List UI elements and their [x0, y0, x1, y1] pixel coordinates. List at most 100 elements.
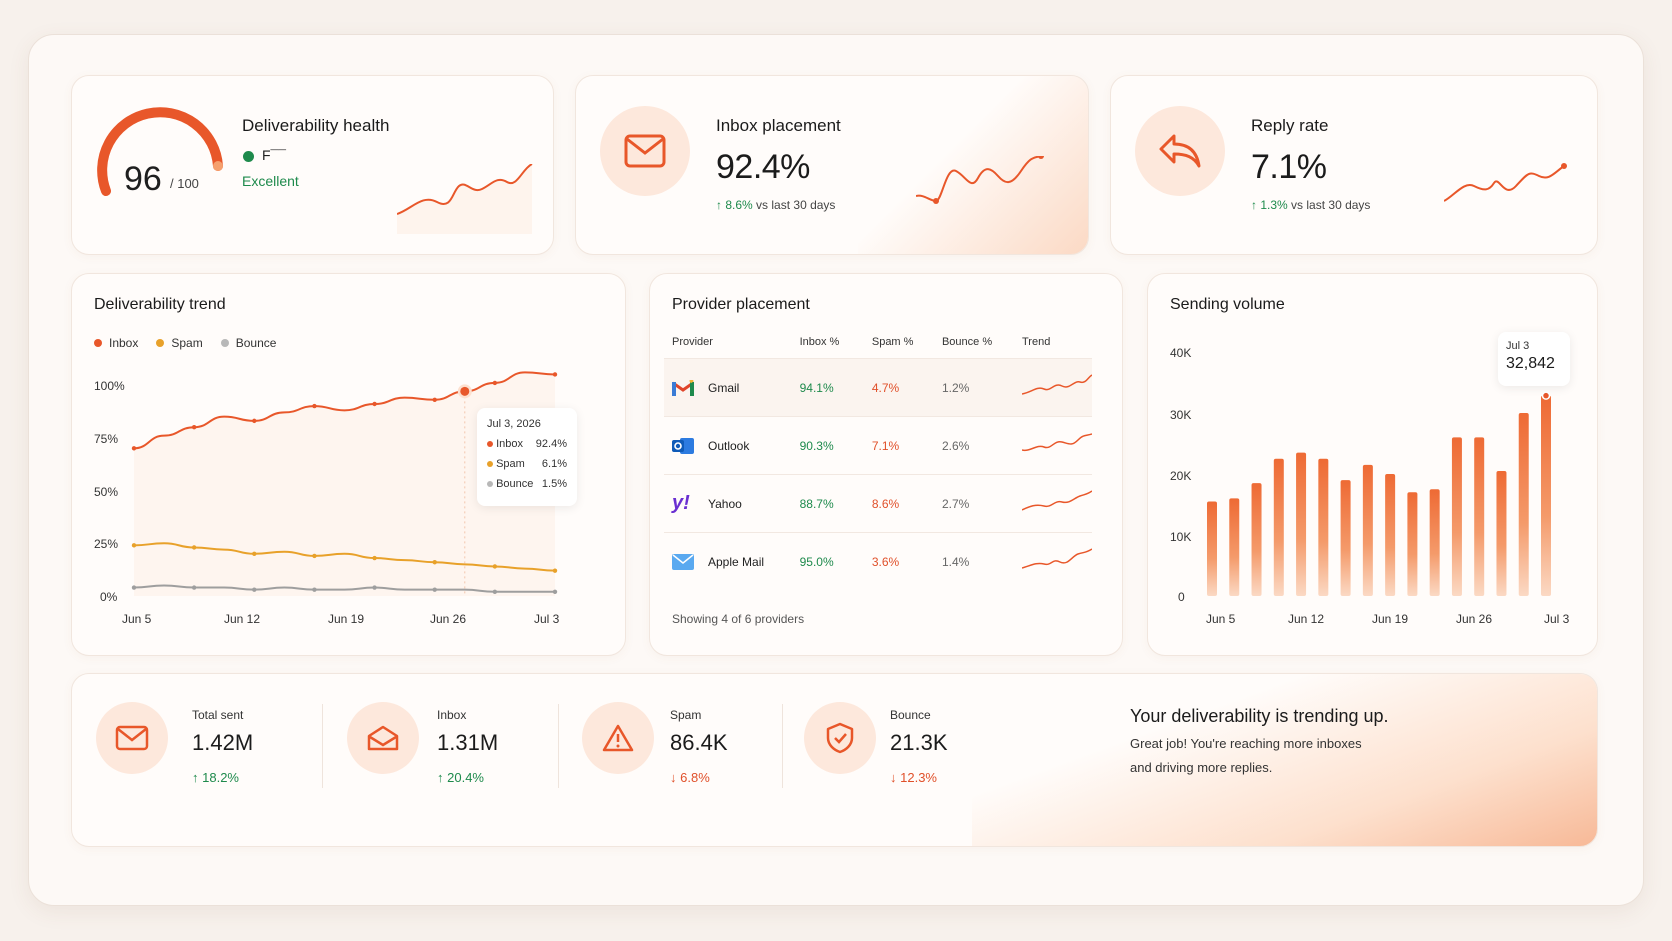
- table-row[interactable]: Outlook 90.3% 7.1% 2.6%: [664, 416, 1093, 475]
- spam-point: [552, 568, 558, 573]
- summary-body-line2: and driving more replies.: [1130, 760, 1273, 775]
- bounce-point: [191, 585, 197, 590]
- stat-value: 1.31M: [437, 730, 499, 755]
- spam-point: [372, 555, 377, 561]
- table-row[interactable]: Apple Mail 95.0% 3.6% 1.4%: [664, 532, 1093, 591]
- provider-name: Outlook: [708, 438, 750, 453]
- health-status-dot: [243, 151, 254, 162]
- outlook-icon: [672, 437, 694, 454]
- series-bounce-line: [133, 584, 555, 593]
- volume-title: Sending volume: [1170, 296, 1285, 313]
- col-inbox[interactable]: Inbox %: [799, 336, 840, 348]
- divider: [558, 704, 559, 788]
- inbox-placement-card[interactable]: Inbox placement 92.4% ↑ 8.6% vs last 30 …: [575, 75, 1089, 255]
- col-bounce[interactable]: Bounce %: [941, 336, 993, 348]
- stat-label: Spam: [670, 708, 702, 722]
- spam-pct: 3.6%: [863, 532, 934, 591]
- inbox-point: [252, 418, 257, 424]
- inbox-point: [432, 397, 437, 402]
- arrow-down-icon: ↓: [670, 770, 681, 785]
- reply-delta-suffix: vs last 30 days: [1291, 198, 1371, 212]
- volume-bar: [1229, 498, 1240, 596]
- inbox-point: [312, 403, 317, 409]
- legend-spam[interactable]: Spam: [156, 336, 203, 350]
- inbox-sparkline: [916, 156, 1044, 204]
- inbox-pct: 94.1%: [791, 358, 864, 417]
- bounce-point: [372, 585, 377, 590]
- row-sparkline: [1021, 490, 1093, 511]
- card-glow: [858, 76, 1088, 254]
- volume-bar: [1541, 395, 1551, 596]
- dashboard-frame: 96 / 100 Deliverability health F¯¯ Excel…: [28, 34, 1644, 906]
- bounce-pct: 2.7%: [933, 474, 1014, 533]
- x-tick: Jul 3: [534, 612, 560, 626]
- volume-bar: [1207, 501, 1217, 596]
- table-row[interactable]: Gmail 94.1% 4.7% 1.2%: [664, 358, 1093, 417]
- health-sparkline: [397, 164, 533, 234]
- warning-icon: [582, 702, 654, 774]
- spam-pct: 4.7%: [863, 358, 934, 417]
- highlight-point: [1541, 391, 1551, 400]
- volume-plot[interactable]: [1148, 274, 1598, 656]
- table-row[interactable]: y! Yahoo 88.7% 8.6% 2.7%: [664, 474, 1093, 533]
- col-spam[interactable]: Spam %: [871, 336, 914, 348]
- x-tick: Jun 19: [1372, 612, 1409, 626]
- stat-delta-value: 12.3%: [900, 770, 937, 785]
- volume-bar: [1273, 458, 1284, 596]
- col-provider[interactable]: Provider: [672, 336, 713, 348]
- reply-sparkline: [1444, 163, 1567, 202]
- stat-delta-value: 20.4%: [447, 770, 484, 785]
- volume-bar: [1451, 437, 1462, 596]
- inbox-icon: [347, 702, 419, 774]
- y-tick: 40K: [1170, 346, 1192, 360]
- yahoo-icon: y!: [672, 492, 690, 514]
- provider-placement-card: Provider placement Provider Inbox % Spam…: [649, 273, 1123, 656]
- stat-delta-value: 18.2%: [202, 770, 239, 785]
- y-tick: 50%: [94, 485, 119, 499]
- bounce-point: [492, 589, 498, 594]
- inbox-delta-suffix: vs last 30 days: [756, 198, 836, 212]
- inbox-placement-value: 92.4%: [716, 148, 810, 186]
- provider-name: Yahoo: [708, 496, 742, 511]
- arrow-down-icon: ↓: [890, 770, 901, 785]
- volume-bar: [1318, 458, 1329, 596]
- tooltip-row-inbox: Inbox 92.4%: [487, 438, 567, 450]
- col-trend[interactable]: Trend: [1022, 336, 1051, 348]
- arrow-up-icon: ↑: [1251, 198, 1257, 212]
- reply-rate-delta: ↑ 1.3% vs last 30 days: [1251, 198, 1370, 212]
- reply-delta-value: 1.3%: [1260, 198, 1288, 212]
- shield-icon: [804, 702, 876, 774]
- y-tick: 0: [1178, 590, 1185, 604]
- spam-pct: 7.1%: [863, 416, 934, 475]
- mail-icon: [600, 106, 690, 196]
- divider: [782, 704, 783, 788]
- tooltip-row-spam: Spam 6.1%: [487, 458, 567, 470]
- bounce-pct: 1.2%: [933, 358, 1014, 417]
- bounce-pct: 1.4%: [933, 532, 1014, 591]
- trend-tooltip: Jul 3, 2026 Inbox 92.4% Spam 6.1% Bounce 1.…: [477, 408, 577, 506]
- stat-delta-down: ↓ 6.8%: [670, 770, 710, 785]
- bounce-point: [131, 585, 137, 590]
- summary-headline: Your deliverability is trending up.: [1130, 706, 1389, 726]
- stat-delta-value: 6.8%: [680, 770, 710, 785]
- spam-point: [492, 564, 498, 569]
- health-badge: F¯¯: [262, 147, 287, 163]
- trend-title: Deliverability trend: [94, 296, 226, 313]
- inbox-placement-title: Inbox placement: [716, 116, 841, 135]
- gmail-icon: [672, 379, 694, 396]
- tooltip-label: Spam: [496, 458, 525, 470]
- table-header: Provider Inbox % Spam % Bounce % Trend: [664, 336, 1092, 359]
- legend-bounce[interactable]: Bounce: [220, 336, 276, 350]
- x-tick: Jul 3: [1544, 612, 1570, 626]
- trend-legend: Inbox Spam Bounce: [94, 336, 276, 350]
- trend-plot[interactable]: [72, 274, 626, 656]
- legend-spam-label: Spam: [171, 336, 203, 350]
- mail-icon: [96, 702, 168, 774]
- inbox-area: [134, 372, 555, 596]
- reply-rate-card[interactable]: Reply rate 7.1% ↑ 1.3% vs last 30 days: [1110, 75, 1598, 255]
- summary-strip: Total sent 1.42M ↑ 18.2% Inbox 1.31M ↑ 2…: [71, 673, 1598, 847]
- legend-inbox[interactable]: Inbox: [94, 336, 138, 350]
- spam-pct: 8.6%: [863, 474, 934, 533]
- tooltip-date: Jul 3: [1506, 340, 1530, 352]
- health-card[interactable]: 96 / 100 Deliverability health F¯¯ Excel…: [71, 75, 554, 255]
